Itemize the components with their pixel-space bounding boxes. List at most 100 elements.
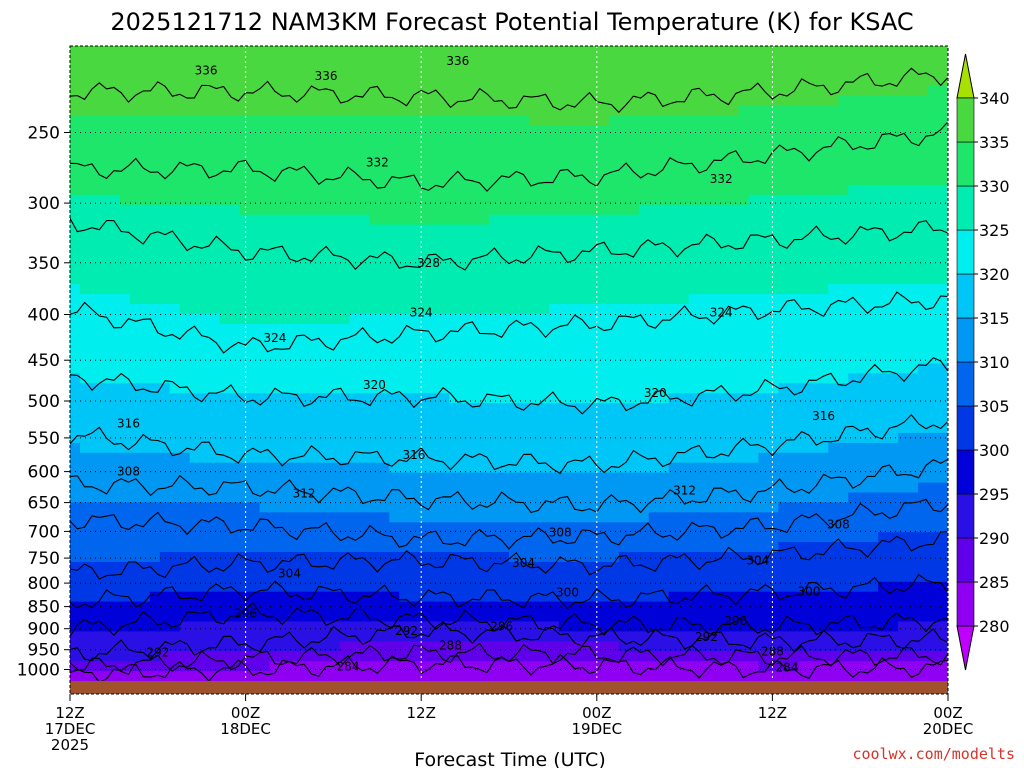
field-cell: [509, 621, 520, 632]
field-cell: [159, 284, 171, 295]
field-cell: [199, 462, 211, 474]
field-cell: [469, 423, 480, 434]
field-cell: [668, 413, 680, 424]
field-cell: [279, 224, 291, 236]
field-cell: [718, 641, 730, 652]
field-cell: [499, 294, 510, 305]
field-cell: [718, 363, 730, 375]
field-cell: [79, 561, 91, 573]
field-cell: [169, 65, 181, 77]
field-cell: [479, 561, 490, 573]
field-cell: [748, 591, 760, 603]
field-cell: [439, 661, 450, 672]
field-cell: [638, 442, 650, 454]
field-cell: [359, 264, 370, 275]
field-cell: [688, 472, 700, 484]
field-cell: [548, 482, 560, 494]
field-cell: [608, 323, 620, 335]
field-cell: [778, 591, 789, 603]
field-cell: [618, 303, 630, 315]
field-cell: [379, 601, 390, 613]
field-cell: [469, 413, 480, 424]
field-cell: [419, 542, 430, 553]
field-cell: [459, 234, 470, 246]
field-cell: [219, 532, 231, 543]
field-cell: [678, 552, 690, 563]
field-cell: [558, 452, 570, 464]
field-cell: [538, 125, 550, 136]
field-cell: [269, 611, 281, 623]
field-cell: [399, 75, 410, 87]
field-cell: [399, 46, 410, 57]
field-cell: [628, 581, 640, 593]
field-cell: [99, 631, 111, 642]
field-cell: [399, 601, 410, 613]
field-cell: [329, 313, 340, 325]
field-cell: [479, 224, 490, 236]
field-cell: [728, 512, 740, 523]
field-cell: [518, 254, 530, 265]
field-cell: [209, 95, 221, 107]
field-cell: [299, 383, 311, 394]
field-cell: [499, 671, 510, 681]
field-cell: [738, 671, 750, 681]
field-cell: [179, 532, 191, 543]
field-cell: [319, 75, 331, 87]
field-cell: [818, 651, 829, 662]
field-cell: [499, 284, 510, 295]
field-cell: [139, 482, 151, 494]
field-cell: [359, 274, 370, 285]
field-cell: [289, 532, 301, 543]
field-cell: [588, 135, 600, 146]
field-cell: [778, 561, 789, 573]
field-cell: [528, 591, 540, 603]
field-cell: [718, 601, 730, 613]
field-cell: [309, 462, 321, 474]
field-cell: [568, 442, 580, 454]
field-cell: [758, 145, 770, 156]
field-cell: [399, 631, 410, 642]
field-cell: [658, 155, 670, 166]
field-cell: [718, 274, 730, 285]
field-cell: [568, 611, 580, 623]
field-cell: [349, 55, 360, 67]
field-cell: [349, 561, 360, 573]
field-cell: [838, 244, 849, 255]
field-cell: [538, 502, 550, 513]
field-cell: [668, 343, 680, 355]
field-cell: [409, 234, 420, 246]
field-cell: [429, 313, 440, 325]
field-cell: [469, 393, 480, 404]
field-cell: [109, 502, 121, 513]
field-cell: [379, 522, 390, 533]
field-cell: [89, 214, 101, 226]
field-cell: [768, 55, 779, 67]
field-cell: [449, 452, 460, 464]
field-cell: [838, 571, 849, 583]
field-cell: [459, 641, 470, 652]
field-cell: [329, 264, 340, 275]
field-cell: [499, 234, 510, 246]
field-cell: [538, 671, 550, 681]
field-cell: [638, 244, 650, 255]
field-cell: [159, 294, 171, 305]
field-cell: [419, 333, 430, 345]
field-cell: [439, 274, 450, 285]
field-cell: [409, 254, 420, 265]
field-cell: [698, 254, 710, 265]
field-cell: [209, 581, 221, 593]
field-cell: [469, 383, 480, 394]
field-cell: [558, 571, 570, 583]
field-cell: [499, 413, 510, 424]
field-cell: [429, 452, 440, 464]
field-cell: [728, 462, 740, 474]
field-cell: [339, 492, 350, 503]
field-cell: [738, 403, 750, 414]
field-cell: [119, 55, 131, 67]
field-cell: [409, 244, 420, 255]
field-cell: [678, 502, 690, 513]
field-cell: [289, 611, 301, 623]
field-cell: [459, 254, 470, 265]
field-cell: [538, 313, 550, 325]
field-cell: [239, 581, 251, 593]
